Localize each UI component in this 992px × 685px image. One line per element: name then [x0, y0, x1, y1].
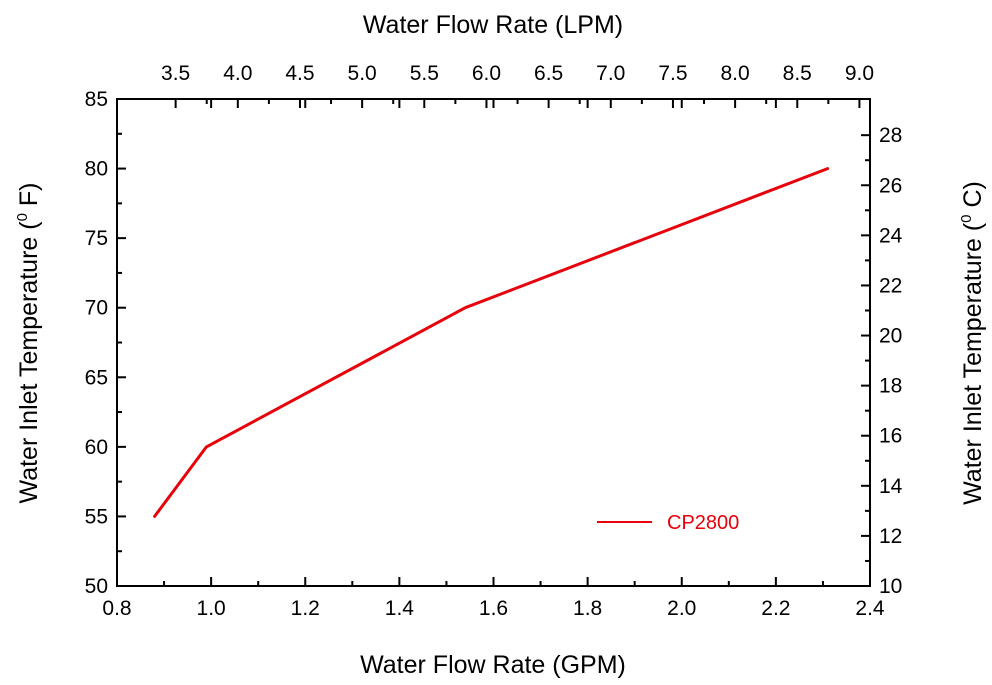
- y-tick-label: 60: [85, 436, 108, 459]
- y2-tick-label: 20: [879, 325, 902, 348]
- x2-tick-label: 5.5: [410, 62, 439, 85]
- x-tick-label: 1.2: [291, 597, 320, 620]
- ticks-layer: 0.8 1.0 1.2 1.4 1.6 1.8 2.0 2.2 2.4 3.5 4.0 4.5 5.0 5…: [85, 62, 903, 620]
- x-axis-title: Water Flow Rate (GPM): [360, 651, 626, 679]
- y2-tick-label: 12: [879, 525, 902, 548]
- y2-tick-label: 18: [879, 375, 902, 398]
- y2-tick-label: 14: [879, 475, 903, 498]
- x2-tick-label: 3.5: [161, 62, 190, 85]
- x-tick-label: 2.2: [761, 597, 790, 620]
- y-tick-label: 75: [85, 227, 108, 250]
- x2-tick-label: 4.5: [285, 62, 314, 85]
- plot-frame: [116, 98, 871, 587]
- y2-tick-label: 24: [879, 224, 903, 247]
- x-tick-label: 2.0: [667, 597, 696, 620]
- x2-tick-label: 7.5: [658, 62, 687, 85]
- x-tick-label: 1.8: [573, 597, 602, 620]
- y2-tick-label: 10: [879, 575, 902, 598]
- y-tick-label: 65: [85, 366, 108, 389]
- x-tick-label: 1.4: [385, 597, 415, 620]
- y-axis-title-main: Water Inlet Temperature (: [15, 221, 43, 504]
- x2-tick-label: 8.5: [783, 62, 812, 85]
- y-tick-label: 55: [85, 505, 108, 528]
- x-tick-label: 2.4: [855, 597, 885, 620]
- y-axis-title-unit: F): [15, 183, 43, 214]
- legend: CP2800: [597, 512, 739, 534]
- x2-tick-label: 9.0: [845, 62, 874, 85]
- series-layer: [153, 167, 830, 518]
- x-tick-label: 1.0: [197, 597, 226, 620]
- x2-axis-title: Water Flow Rate (LPM): [363, 11, 623, 39]
- y2-axis-title-main: Water Inlet Temperature (: [959, 222, 987, 505]
- y2-axis-title-sup: 0: [958, 214, 975, 222]
- y-tick-label: 85: [85, 88, 108, 111]
- y2-tick-label: 26: [879, 174, 902, 197]
- y2-tick-label: 22: [879, 274, 902, 297]
- x2-tick-label: 5.0: [348, 62, 377, 85]
- y2-tick-label: 16: [879, 425, 902, 448]
- y2-axis-title-unit: C): [959, 181, 987, 214]
- x2-tick-label: 7.0: [596, 62, 625, 85]
- y-tick-label: 50: [85, 575, 108, 598]
- y-tick-label: 70: [85, 297, 108, 320]
- x2-tick-label: 4.0: [223, 62, 252, 85]
- y-axis-title: Water Inlet Temperature (0 F): [14, 183, 43, 504]
- x2-tick-label: 6.0: [472, 62, 501, 85]
- y-axis-title-sup: 0: [14, 213, 31, 221]
- x-tick-label: 1.6: [479, 597, 508, 620]
- y2-axis-title: Water Inlet Temperature (0 C): [958, 181, 987, 505]
- legend-label: CP2800: [667, 512, 739, 534]
- x2-tick-label: 6.5: [534, 62, 563, 85]
- series-line: [153, 167, 830, 518]
- y-tick-label: 80: [85, 158, 108, 181]
- y2-tick-label: 28: [879, 124, 902, 147]
- x-tick-label: 0.8: [102, 597, 131, 620]
- x2-tick-label: 8.0: [721, 62, 750, 85]
